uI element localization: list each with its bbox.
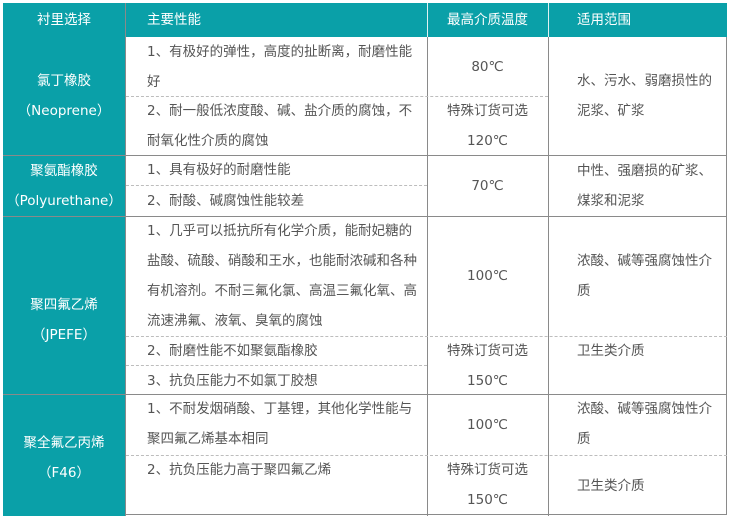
scope-value: 浓酸、碱等强腐蚀性介质 <box>577 401 712 447</box>
header-scope: 适用范围 <box>548 3 727 37</box>
column-divider <box>427 3 428 37</box>
performance-item: 1、具有极好的耐磨性能 <box>147 162 291 178</box>
performance-item: 3、抗负压能力不如氯丁胶想 <box>147 373 318 389</box>
row-divider <box>3 155 727 156</box>
lining-f46: 聚全氟乙丙烯 （F46） <box>3 394 125 516</box>
lining-name: 聚四氟乙烯 <box>30 297 98 313</box>
sub-row-divider <box>126 455 727 456</box>
row-divider <box>3 394 727 395</box>
lining-name: 聚全氟乙丙烯 <box>23 435 105 451</box>
lining-neoprene: 氯丁橡胶 （Neoprene） <box>3 37 125 155</box>
scope-value: 卫生类介质 <box>577 343 645 359</box>
performance-item: 1、不耐发烟硝酸、丁基锂，其他化学性能与聚四氟乙烯基本相同 <box>147 401 413 447</box>
column-divider <box>548 3 549 37</box>
lining-code: （F46） <box>38 465 90 481</box>
temp-value: 100℃ <box>467 416 508 433</box>
row-divider <box>3 216 727 217</box>
lining-polyurethane: 聚氨酯橡胶 （Polyurethane） <box>3 155 125 216</box>
lining-jpefe: 聚四氟乙烯 （JPEFE） <box>3 216 125 394</box>
performance-item: 2、耐一般低浓度酸、碱、盐介质的腐蚀，不耐氧化性介质的腐蚀 <box>147 103 413 149</box>
scope-value: 浓酸、碱等强腐蚀性介质 <box>577 253 712 299</box>
performance-item: 2、抗负压能力高于聚四氟乙烯 <box>147 462 332 478</box>
performance-item: 2、耐酸、碱腐蚀性能较差 <box>147 193 305 209</box>
lining-code: （JPEFE） <box>32 327 96 343</box>
scope-value: 中性、强磨损的矿浆、煤浆和泥浆 <box>577 162 712 209</box>
column-divider <box>548 37 549 516</box>
sub-row-divider <box>126 185 427 186</box>
lining-code: （Polyurethane） <box>6 192 122 209</box>
lining-name: 氯丁橡胶 <box>37 73 91 89</box>
sub-row-divider <box>126 96 548 97</box>
header-performance: 主要性能 <box>125 3 427 37</box>
temp-value: 80℃ <box>471 58 504 75</box>
header-lining: 衬里选择 <box>3 3 125 37</box>
performance-item: 1、有极好的弹性，高度的扯断离，耐磨性能好 <box>147 44 413 90</box>
temp-value: 特殊订货可选 150℃ <box>447 462 528 508</box>
scope-value: 水、污水、弱磨损性的泥浆、矿浆 <box>577 73 712 119</box>
sub-row-divider <box>126 336 727 337</box>
column-divider <box>125 3 126 516</box>
lining-code: （Neoprene） <box>17 103 111 119</box>
temp-value: 特殊订货可选 150℃ <box>447 343 528 389</box>
scope-value: 卫生类介质 <box>577 477 645 494</box>
performance-item: 1、几乎可以抵抗所有化学介质，能耐妃糖的盐酸、硫酸、硝酸和王水，也能耐浓碱和各种… <box>147 223 417 329</box>
temp-value: 特殊订货可选 120℃ <box>447 103 528 149</box>
temp-value: 100℃ <box>467 268 508 284</box>
temp-value: 70℃ <box>471 177 504 194</box>
lining-name: 聚氨酯橡胶 <box>30 162 98 179</box>
sub-row-divider <box>126 365 427 366</box>
header-max-temp: 最高介质温度 <box>427 3 548 37</box>
performance-item: 2、耐磨性能不如聚氨酯橡胶 <box>147 343 318 359</box>
column-divider <box>427 37 428 516</box>
